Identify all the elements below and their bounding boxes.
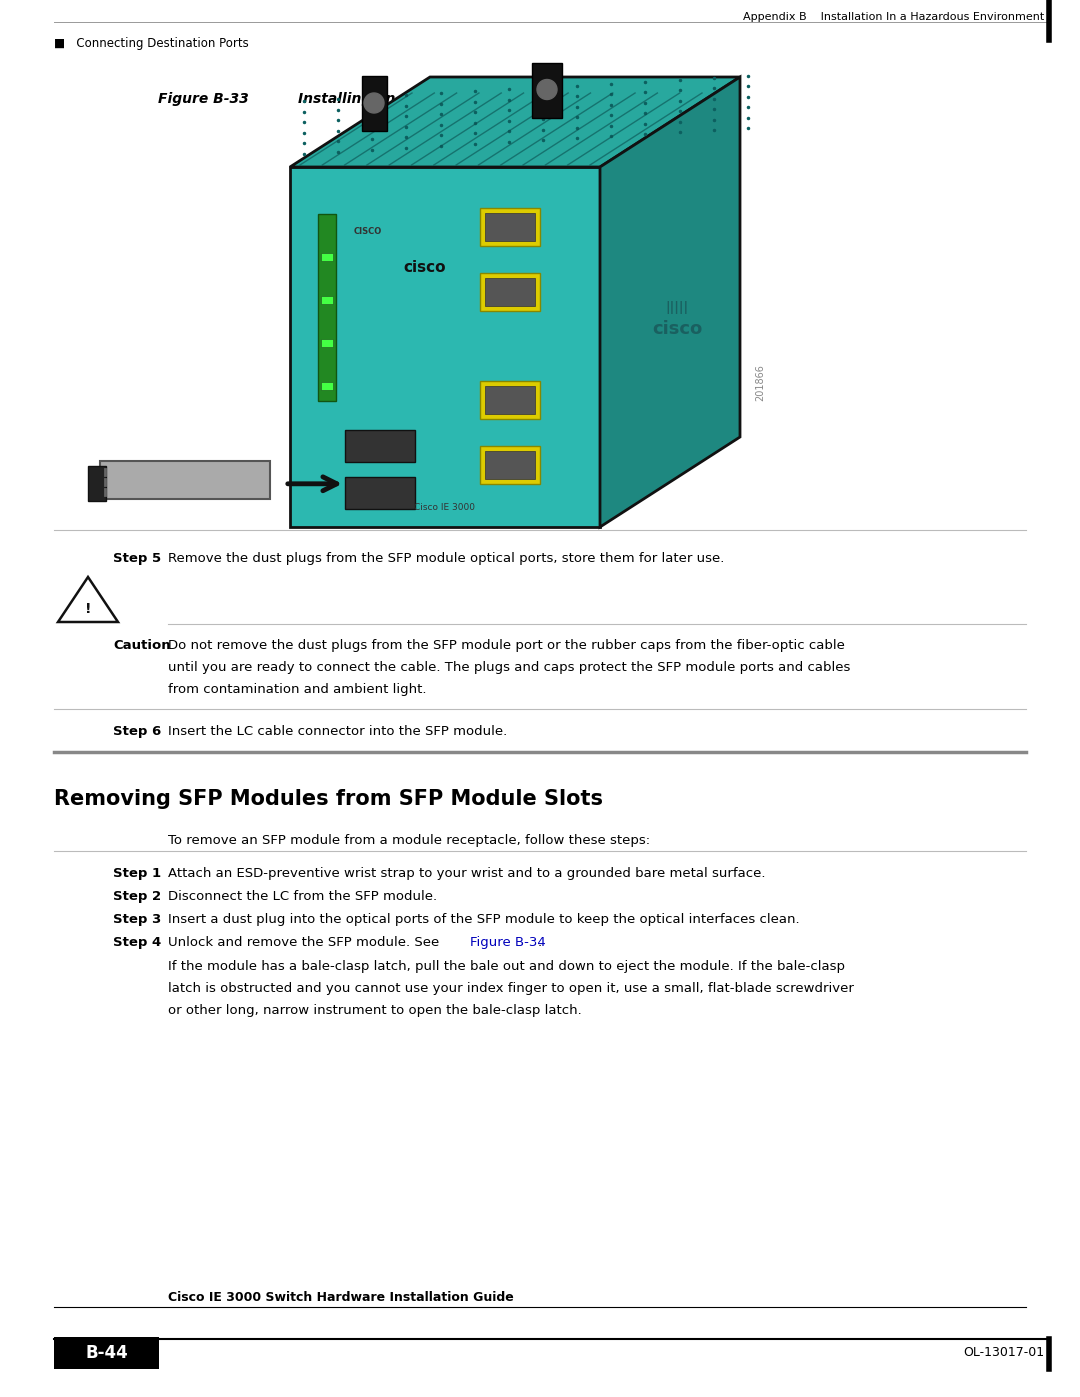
Text: Disconnect the LC from the SFP module.: Disconnect the LC from the SFP module. <box>168 890 437 902</box>
Text: Figure B-34: Figure B-34 <box>470 936 545 949</box>
FancyBboxPatch shape <box>100 461 270 499</box>
FancyBboxPatch shape <box>321 253 333 261</box>
Text: B-44: B-44 <box>85 1344 129 1362</box>
Text: Step 1: Step 1 <box>113 868 161 880</box>
Polygon shape <box>291 77 740 168</box>
Circle shape <box>364 94 384 113</box>
Text: Attach an ESD-preventive wrist strap to your wrist and to a grounded bare metal : Attach an ESD-preventive wrist strap to … <box>168 868 766 880</box>
FancyBboxPatch shape <box>345 430 415 462</box>
Circle shape <box>537 80 557 99</box>
FancyBboxPatch shape <box>480 208 540 246</box>
Text: latch is obstructed and you cannot use your index finger to open it, use a small: latch is obstructed and you cannot use y… <box>168 982 854 995</box>
Text: Remove the dust plugs from the SFP module optical ports, store them for later us: Remove the dust plugs from the SFP modul… <box>168 552 725 564</box>
Text: CISCO: CISCO <box>354 228 382 236</box>
Text: Unlock and remove the SFP module. See: Unlock and remove the SFP module. See <box>168 936 444 949</box>
FancyBboxPatch shape <box>485 278 535 306</box>
Text: Do not remove the dust plugs from the SFP module port or the rubber caps from th: Do not remove the dust plugs from the SF… <box>168 638 845 652</box>
FancyBboxPatch shape <box>321 383 333 390</box>
Text: until you are ready to connect the cable. The plugs and caps protect the SFP mod: until you are ready to connect the cable… <box>168 661 850 673</box>
FancyBboxPatch shape <box>54 1337 159 1369</box>
FancyBboxPatch shape <box>480 381 540 419</box>
Text: .: . <box>538 936 542 949</box>
Text: |||||: ||||| <box>665 300 689 313</box>
Text: Insert the LC cable connector into the SFP module.: Insert the LC cable connector into the S… <box>168 725 508 738</box>
Text: OL-13017-01: OL-13017-01 <box>963 1347 1044 1359</box>
Text: cisco: cisco <box>404 260 446 275</box>
FancyBboxPatch shape <box>87 467 106 502</box>
Text: from contamination and ambient light.: from contamination and ambient light. <box>168 683 427 696</box>
FancyBboxPatch shape <box>480 446 540 483</box>
FancyBboxPatch shape <box>318 214 336 401</box>
Text: 201866: 201866 <box>755 365 765 401</box>
FancyBboxPatch shape <box>485 451 535 479</box>
FancyBboxPatch shape <box>480 272 540 312</box>
Text: Step 6: Step 6 <box>113 725 161 738</box>
FancyBboxPatch shape <box>485 386 535 414</box>
Text: cisco: cisco <box>652 320 702 338</box>
Polygon shape <box>532 63 562 117</box>
Text: To remove an SFP module from a module receptacle, follow these steps:: To remove an SFP module from a module re… <box>168 834 650 847</box>
Text: Step 5: Step 5 <box>113 552 161 564</box>
FancyBboxPatch shape <box>345 476 415 509</box>
Text: Step 2: Step 2 <box>113 890 161 902</box>
Text: Figure B-33: Figure B-33 <box>158 92 248 106</box>
Text: If the module has a bale-clasp latch, pull the bale out and down to eject the mo: If the module has a bale-clasp latch, pu… <box>168 960 845 972</box>
Text: Appendix B    Installation In a Hazardous Environment: Appendix B Installation In a Hazardous E… <box>743 13 1044 22</box>
Text: Step 3: Step 3 <box>113 914 161 926</box>
Text: Installing an SFP Module into an SFP Module Slot: Installing an SFP Module into an SFP Mod… <box>298 92 684 106</box>
Text: Step 4: Step 4 <box>113 936 161 949</box>
Text: Removing SFP Modules from SFP Module Slots: Removing SFP Modules from SFP Module Slo… <box>54 789 603 809</box>
Polygon shape <box>58 577 118 622</box>
Text: Caution: Caution <box>113 638 171 652</box>
Text: Insert a dust plug into the optical ports of the SFP module to keep the optical : Insert a dust plug into the optical port… <box>168 914 799 926</box>
Text: Cisco IE 3000 Switch Hardware Installation Guide: Cisco IE 3000 Switch Hardware Installati… <box>168 1291 514 1303</box>
Text: Cisco IE 3000: Cisco IE 3000 <box>415 503 475 511</box>
FancyBboxPatch shape <box>321 296 333 303</box>
Polygon shape <box>362 75 387 131</box>
FancyBboxPatch shape <box>321 339 333 346</box>
FancyBboxPatch shape <box>485 214 535 242</box>
Polygon shape <box>291 168 600 527</box>
Polygon shape <box>600 77 740 527</box>
Text: ■   Connecting Destination Ports: ■ Connecting Destination Ports <box>54 36 248 50</box>
Text: !: ! <box>84 602 91 616</box>
Text: or other long, narrow instrument to open the bale-clasp latch.: or other long, narrow instrument to open… <box>168 1004 582 1017</box>
